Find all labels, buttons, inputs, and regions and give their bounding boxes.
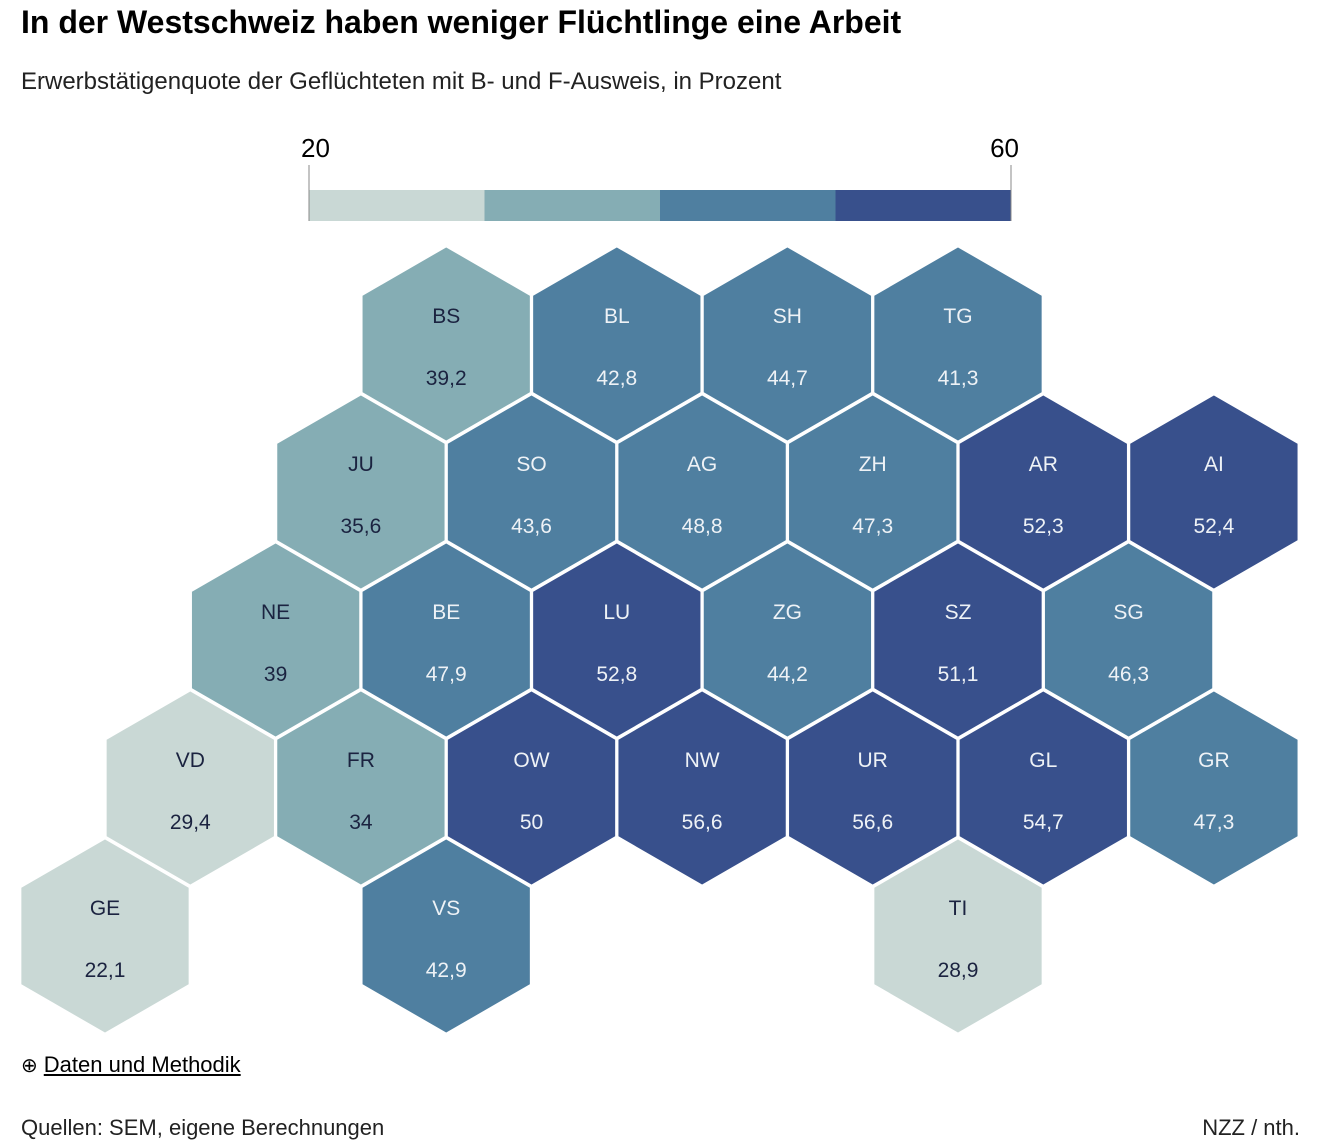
- hex-code-label: BL: [604, 305, 630, 328]
- plus-circle-icon: ⊕: [21, 1054, 38, 1077]
- hex-code-label: VD: [176, 749, 205, 772]
- hex-value-label: 47,3: [1193, 811, 1234, 834]
- legend-bin-0: [309, 190, 485, 221]
- hex-ge[interactable]: GE 22,1: [18, 836, 192, 1036]
- hex-code-label: SZ: [945, 601, 972, 624]
- hex-value-label: 41,3: [938, 367, 979, 390]
- hex-ti[interactable]: TI 28,9: [871, 836, 1045, 1036]
- hex-ju[interactable]: JU 35,6: [274, 392, 448, 592]
- hex-code-label: ZG: [773, 601, 802, 624]
- hex-gl[interactable]: GL 54,7: [957, 688, 1130, 888]
- hex-value-label: 48,8: [682, 515, 723, 538]
- hex-code-label: GL: [1029, 749, 1057, 772]
- legend-bin-1: [484, 190, 660, 221]
- hex-value-label: 54,7: [1023, 811, 1064, 834]
- hex-shape: [360, 836, 533, 1036]
- methods-link-label[interactable]: Daten und Methodik: [43, 1052, 241, 1077]
- chart-subtitle: Erwerbstätigenquote der Geflüchteten mit…: [21, 68, 782, 95]
- chart-title: In der Westschweiz haben weniger Flüchtl…: [21, 4, 902, 40]
- hex-gr[interactable]: GR 47,3: [1127, 688, 1301, 888]
- hex-code-label: BS: [432, 305, 460, 328]
- hex-code-label: OW: [513, 749, 549, 772]
- hex-value-label: 43,6: [511, 515, 552, 538]
- hex-value-label: 52,8: [596, 663, 637, 686]
- hex-ur[interactable]: UR 56,6: [786, 688, 959, 888]
- hex-code-label: AI: [1204, 453, 1224, 476]
- methods-link[interactable]: ⊕ Daten und Methodik: [21, 1052, 241, 1078]
- hex-be[interactable]: BE 47,9: [360, 540, 533, 740]
- hex-shape: [18, 836, 192, 1036]
- hex-tg[interactable]: TG 41,3: [871, 244, 1045, 444]
- hex-value-label: 47,9: [426, 663, 467, 686]
- hex-code-label: BE: [432, 601, 460, 624]
- hex-code-label: AG: [687, 453, 717, 476]
- hex-code-label: NW: [685, 749, 720, 772]
- hex-code-label: ZH: [859, 453, 887, 476]
- hex-value-label: 46,3: [1108, 663, 1149, 686]
- hex-value-label: 42,8: [596, 367, 637, 390]
- hex-value-label: 35,6: [340, 515, 381, 538]
- hex-code-label: SO: [516, 453, 546, 476]
- hex-value-label: 39: [264, 663, 287, 686]
- hex-code-label: JU: [348, 453, 374, 476]
- hex-value-label: 47,3: [852, 515, 893, 538]
- hex-code-label: GR: [1198, 749, 1230, 772]
- hex-code-label: GE: [90, 897, 120, 920]
- credit: NZZ / nth.: [1202, 1115, 1300, 1140]
- hex-shape: [871, 836, 1045, 1036]
- hex-ow[interactable]: OW 50: [445, 688, 618, 888]
- hex-value-label: 52,4: [1193, 515, 1234, 538]
- hex-code-label: TI: [949, 897, 968, 920]
- hex-value-label: 50: [520, 811, 543, 834]
- legend-bin-2: [660, 190, 836, 221]
- hex-code-label: SG: [1113, 601, 1143, 624]
- hex-value-label: 22,1: [85, 959, 126, 982]
- hex-value-label: 52,3: [1023, 515, 1064, 538]
- legend-bin-3: [835, 190, 1011, 221]
- hex-value-label: 39,2: [426, 367, 467, 390]
- hex-value-label: 44,2: [767, 663, 808, 686]
- hex-code-label: UR: [858, 749, 888, 772]
- hex-code-label: TG: [943, 305, 972, 328]
- hex-value-label: 42,9: [426, 959, 467, 982]
- hex-code-label: FR: [347, 749, 375, 772]
- hex-value-label: 56,6: [682, 811, 723, 834]
- hex-value-label: 56,6: [852, 811, 893, 834]
- hex-code-label: LU: [603, 601, 630, 624]
- legend-min-label: 20: [301, 133, 330, 163]
- color-legend: 20 60: [301, 133, 1019, 221]
- legend-max-label: 60: [990, 133, 1019, 163]
- hex-sz[interactable]: SZ 51,1: [871, 540, 1045, 740]
- hex-value-label: 51,1: [938, 663, 979, 686]
- source-note: Quellen: SEM, eigene Berechnungen: [21, 1115, 385, 1140]
- hex-vd[interactable]: VD 29,4: [104, 688, 277, 888]
- hex-code-label: NE: [261, 601, 290, 624]
- hex-value-label: 28,9: [938, 959, 979, 982]
- hex-value-label: 29,4: [170, 811, 211, 834]
- hex-nw[interactable]: NW 56,6: [615, 688, 789, 888]
- hex-value-label: 34: [349, 811, 373, 834]
- hex-shape: [1127, 688, 1301, 888]
- hex-code-label: SH: [773, 305, 802, 328]
- hex-vs[interactable]: VS 42,9: [360, 836, 533, 1036]
- hex-code-label: VS: [432, 897, 460, 920]
- hex-code-label: AR: [1029, 453, 1058, 476]
- hex-value-label: 44,7: [767, 367, 808, 390]
- hex-tiles: BS 39,2 BL 42,8 SH 44,7 TG 41,3 JU 35,6 SO 43,6 AG 48…: [18, 244, 1301, 1036]
